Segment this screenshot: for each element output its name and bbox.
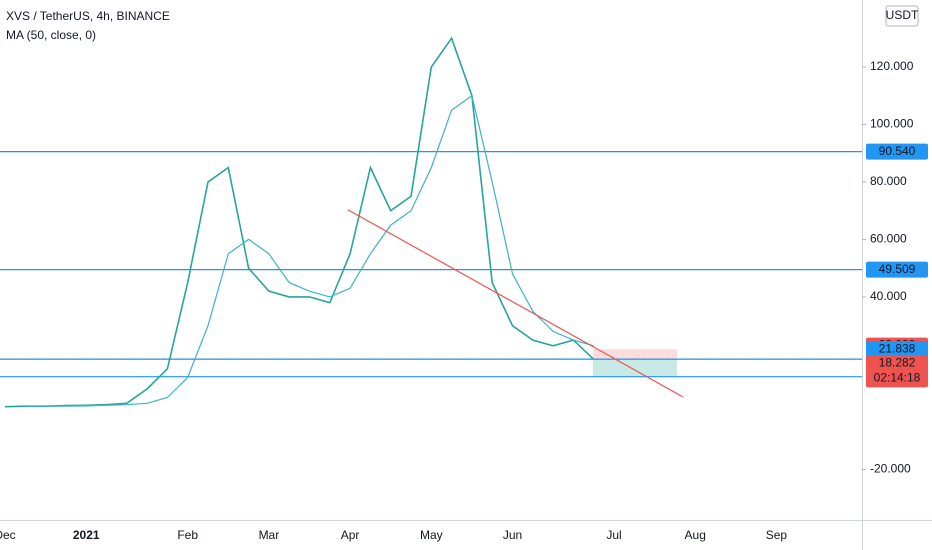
x-tick-label: Feb	[177, 528, 198, 542]
ma-line	[25, 94, 594, 407]
y-tick-label: -20.000	[870, 462, 911, 476]
y-tick-label: 80.000	[870, 174, 907, 188]
x-tick-label: May	[420, 528, 443, 542]
x-tick-label: Sep	[766, 528, 788, 542]
x-tick-label: 2021	[73, 528, 100, 542]
indicator-legend: MA (50, close, 0)	[6, 28, 96, 42]
x-tick-label: Apr	[341, 528, 360, 542]
last-price-label: 18.282	[879, 356, 916, 370]
x-tick-label: Dec	[0, 528, 16, 542]
trendline	[347, 209, 684, 398]
y-tick-label: 100.000	[870, 117, 914, 131]
level-tag-label: 90.540	[879, 144, 916, 158]
chart-title: XVS / TetherUS, 4h, BINANCE	[6, 9, 170, 23]
x-tick-label: Aug	[685, 528, 706, 542]
last-price-tag	[866, 355, 928, 388]
y-tick-label: 60.000	[870, 232, 907, 246]
price-tag-label: 21.838	[879, 341, 916, 355]
countdown-label: 02:14:18	[874, 371, 921, 385]
price-tag	[866, 341, 928, 358]
currency-box[interactable]	[885, 5, 919, 27]
level-tag	[866, 143, 928, 160]
x-tick-label: Mar	[259, 528, 280, 542]
target-zone	[593, 359, 677, 377]
x-tick-label: Jun	[503, 528, 522, 542]
stop-zone	[593, 349, 677, 360]
level-tag-label: 49.509	[879, 262, 916, 276]
currency-label: USDT	[886, 8, 919, 22]
level-tag	[866, 261, 928, 278]
x-tick-label: Jul	[606, 528, 621, 542]
y-tick-label: 40.000	[870, 289, 907, 303]
y-tick-label: 120.000	[870, 59, 914, 73]
